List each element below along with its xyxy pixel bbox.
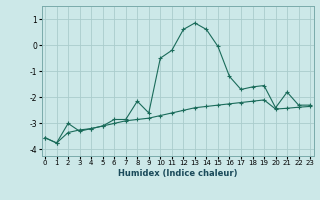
X-axis label: Humidex (Indice chaleur): Humidex (Indice chaleur) <box>118 169 237 178</box>
